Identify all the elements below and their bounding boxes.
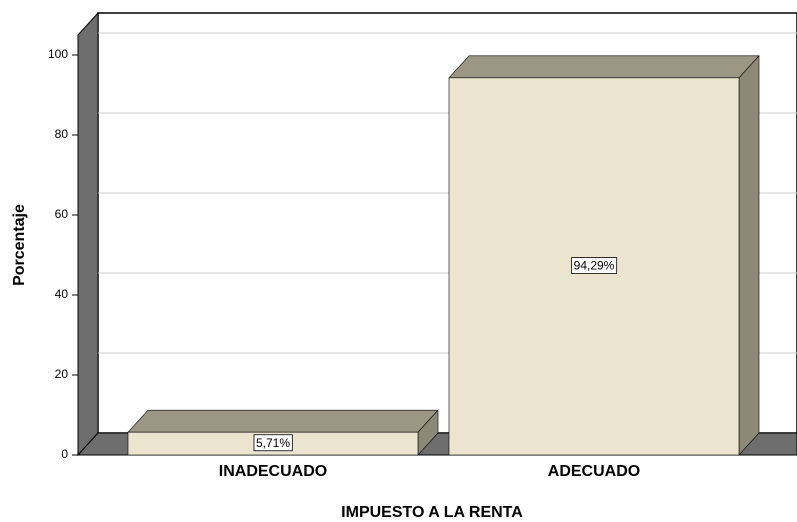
bar-top (127, 409, 439, 433)
value-label: 5,71% (256, 436, 290, 450)
value-label: 94,29% (574, 259, 615, 273)
y-tick-label: 20 (55, 367, 69, 381)
y-tick-label: 0 (61, 447, 68, 461)
value-label-box (253, 434, 293, 452)
y-tick-label: 100 (48, 47, 68, 61)
x-tick-label: ADECUADO (548, 463, 640, 480)
bar-side (738, 55, 760, 456)
left-wall (77, 11, 99, 457)
x-tick-label: INADECUADO (219, 463, 327, 480)
y-tick-label: 40 (55, 287, 69, 301)
value-label-box (571, 257, 618, 274)
x-axis-title: IMPUESTO A LA RENTA (341, 504, 523, 521)
bar-top (448, 55, 760, 79)
y-tick-label: 60 (55, 207, 69, 221)
y-tick-label: 80 (55, 127, 69, 141)
y-axis-title: Porcentaje (11, 204, 28, 286)
